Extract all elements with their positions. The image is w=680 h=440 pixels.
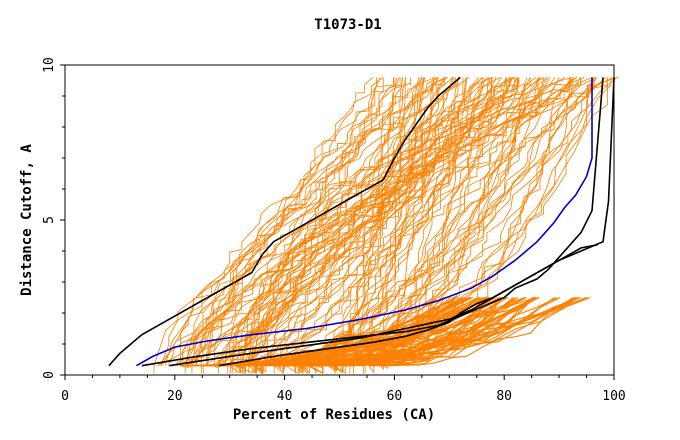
x-tick-label: 0	[61, 389, 69, 404]
y-tick-label: 10	[42, 57, 57, 73]
x-axis: 0 20 40 60 80 100	[61, 375, 626, 404]
model-curve	[344, 297, 537, 367]
model-curve	[281, 297, 579, 367]
model-curve	[186, 77, 614, 367]
background-model-curves	[153, 77, 619, 375]
model-curve	[195, 77, 439, 366]
model-curve	[182, 77, 377, 366]
model-curve	[196, 77, 384, 366]
model-curve	[213, 77, 502, 369]
model-curve	[230, 77, 490, 374]
model-curve	[248, 77, 445, 374]
model-curve	[390, 297, 502, 367]
highlighted-series-4	[169, 77, 615, 367]
highlighted-model-curves	[108, 76, 615, 367]
model-curve	[232, 77, 483, 366]
x-tick-label: 100	[602, 389, 625, 404]
model-curve	[236, 77, 434, 374]
model-curve	[310, 77, 497, 374]
model-curve	[191, 77, 619, 366]
model-curve	[308, 297, 577, 367]
highlighted-series-3	[141, 77, 604, 367]
x-tick-label: 60	[387, 389, 403, 404]
x-tick-label: 20	[167, 389, 183, 404]
model-curve	[153, 77, 578, 374]
model-curve	[387, 297, 579, 367]
model-curve	[267, 77, 566, 366]
model-curve	[349, 297, 516, 367]
x-tick-label: 40	[277, 389, 293, 404]
model-curve	[200, 297, 483, 367]
y-axis-label: Distance Cutoff, A	[19, 144, 35, 296]
model-curve	[164, 77, 470, 366]
model-curve	[214, 77, 374, 366]
model-curve	[216, 77, 454, 367]
y-axis: 0 5 10	[42, 57, 65, 379]
highlighted-series-1	[108, 76, 461, 367]
x-tick-label: 80	[496, 389, 512, 404]
model-curve	[217, 77, 501, 374]
model-curve	[158, 77, 536, 366]
model-curve	[226, 77, 480, 366]
highlighted-series-2	[136, 77, 593, 367]
model-curve	[388, 297, 533, 367]
model-curve	[221, 297, 488, 367]
model-curve	[246, 77, 395, 366]
chart-title: T1073-D1	[314, 17, 381, 33]
model-curve	[184, 77, 598, 366]
y-tick-label: 5	[42, 216, 57, 224]
model-curve	[337, 77, 595, 367]
model-curve	[233, 297, 457, 367]
highlighted-series-5	[218, 244, 598, 367]
model-curve	[167, 77, 437, 366]
model-curve	[185, 77, 489, 367]
model-curve	[179, 77, 518, 368]
model-curve	[161, 77, 556, 366]
x-axis-label: Percent of Residues (CA)	[233, 407, 435, 423]
model-curve	[223, 297, 465, 367]
y-tick-label: 0	[42, 371, 57, 379]
model-curve	[212, 77, 401, 367]
model-curve	[245, 77, 486, 374]
model-curve	[219, 77, 484, 367]
